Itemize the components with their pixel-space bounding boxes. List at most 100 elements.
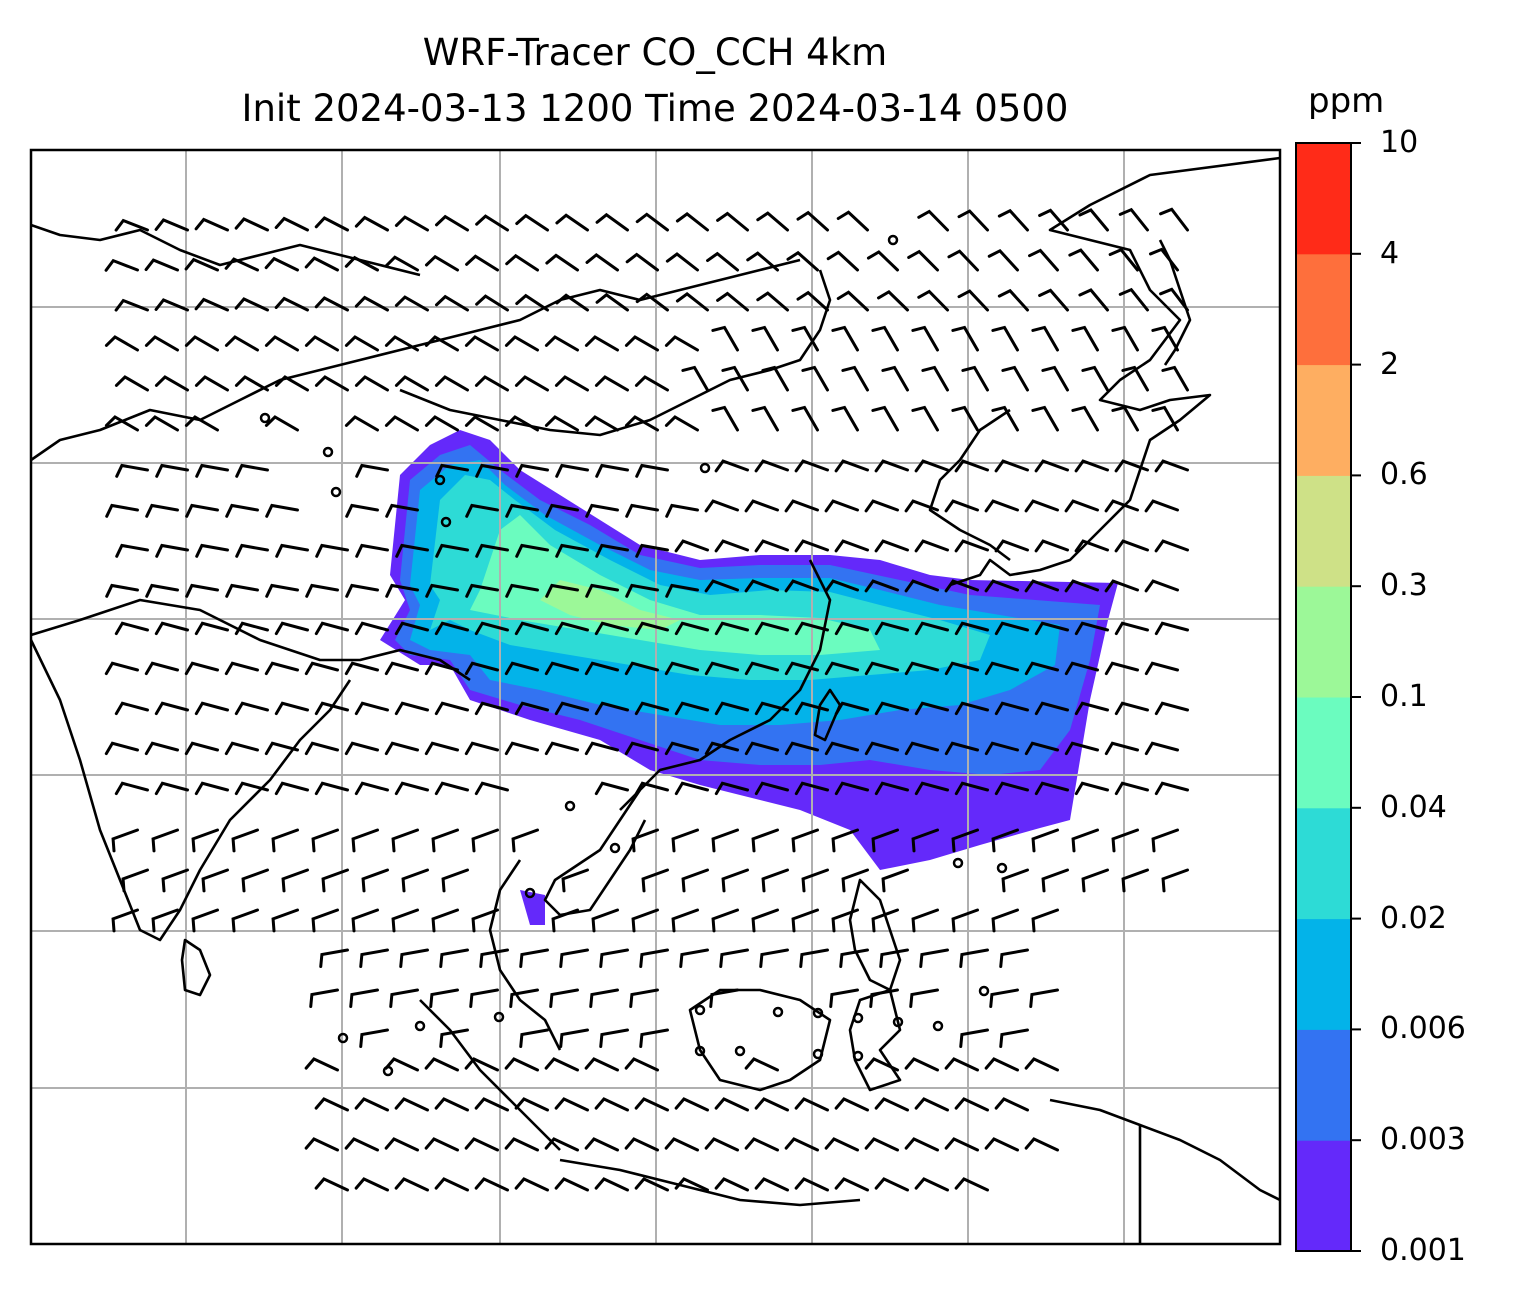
wind-barb bbox=[184, 335, 219, 352]
wind-barb bbox=[624, 415, 659, 432]
wind-barb bbox=[555, 463, 589, 478]
wind-barb bbox=[871, 828, 899, 853]
wind-barb bbox=[519, 1028, 549, 1048]
colorbar-band bbox=[1296, 1140, 1351, 1252]
wind-barb bbox=[314, 621, 349, 636]
wind-barb bbox=[714, 459, 749, 473]
wind-barb bbox=[716, 291, 749, 312]
wind-barb bbox=[744, 579, 779, 593]
wind-barb bbox=[114, 218, 149, 232]
wind-barb bbox=[874, 1097, 909, 1112]
wind-barb bbox=[801, 365, 829, 392]
wind-barb bbox=[555, 543, 589, 558]
wind-barb bbox=[231, 908, 259, 933]
wind-barb bbox=[841, 365, 869, 392]
wind-barb bbox=[997, 288, 1029, 312]
wind-barb bbox=[274, 621, 309, 636]
wind-barb bbox=[464, 1057, 499, 1072]
wind-barb bbox=[951, 405, 979, 432]
wind-barb bbox=[984, 579, 1019, 593]
wind-barb bbox=[917, 209, 949, 232]
wind-barb bbox=[904, 1057, 939, 1072]
wind-barb bbox=[591, 908, 619, 933]
wind-barb bbox=[464, 1137, 499, 1152]
wind-barb bbox=[944, 741, 979, 756]
wind-barb bbox=[431, 908, 459, 933]
wind-barb bbox=[1121, 365, 1149, 392]
wind-barb bbox=[554, 701, 589, 716]
colorbar-tick-label: 0.006 bbox=[1380, 1011, 1466, 1047]
wind-barb bbox=[231, 828, 259, 853]
wind-barb bbox=[1034, 701, 1069, 716]
wind-barb bbox=[515, 293, 549, 312]
wind-barb bbox=[194, 781, 229, 796]
wind-barb bbox=[505, 583, 539, 598]
wind-barb bbox=[104, 258, 139, 272]
wind-barb bbox=[235, 543, 269, 558]
calm-wind-marker bbox=[772, 1006, 784, 1018]
wind-barb bbox=[834, 1097, 869, 1112]
wind-barb bbox=[1001, 868, 1029, 893]
wind-barb bbox=[784, 741, 819, 756]
wind-barb bbox=[991, 405, 1019, 432]
wind-barb bbox=[675, 212, 709, 232]
wind-barb bbox=[265, 503, 299, 518]
wind-barb bbox=[1159, 287, 1189, 312]
wind-barb bbox=[664, 1137, 699, 1152]
wind-barb bbox=[999, 1028, 1029, 1048]
wind-barb bbox=[874, 781, 909, 796]
coastline-sumatra bbox=[419, 999, 561, 1151]
wind-barb bbox=[1029, 988, 1059, 1008]
wind-barb bbox=[794, 781, 829, 796]
wind-barb bbox=[704, 661, 739, 676]
wind-barb bbox=[105, 503, 139, 518]
wind-barb bbox=[864, 579, 899, 593]
wind-barb bbox=[711, 908, 739, 933]
wind-barb bbox=[234, 621, 269, 636]
wind-barb bbox=[674, 701, 709, 716]
colorbar-band bbox=[1296, 143, 1351, 255]
wind-barb bbox=[909, 988, 939, 1008]
wind-barb bbox=[681, 365, 709, 392]
wind-barb bbox=[544, 335, 579, 352]
wind-barb bbox=[1114, 781, 1149, 796]
wind-barb bbox=[314, 216, 349, 232]
wind-barb bbox=[274, 781, 309, 796]
wind-barb bbox=[1071, 325, 1099, 352]
wind-barb bbox=[1031, 908, 1059, 933]
wind-barb bbox=[671, 908, 699, 933]
wind-barb bbox=[434, 1097, 469, 1112]
wind-barb bbox=[424, 741, 459, 756]
colorbar-units-label: ppm bbox=[1308, 81, 1385, 121]
wind-barb bbox=[794, 459, 829, 473]
wind-barb bbox=[361, 868, 389, 893]
wind-barb bbox=[475, 463, 509, 478]
wind-barb bbox=[914, 1177, 949, 1192]
wind-barb bbox=[1064, 661, 1099, 676]
wind-barb bbox=[719, 948, 749, 968]
wind-barb bbox=[115, 543, 149, 558]
wind-barb bbox=[1154, 781, 1189, 796]
wind-barb bbox=[994, 1097, 1029, 1112]
wind-barb bbox=[1111, 828, 1139, 853]
wind-barb bbox=[634, 375, 669, 392]
wind-barb bbox=[504, 1057, 539, 1072]
wind-barb bbox=[314, 1177, 349, 1192]
wind-barb bbox=[991, 828, 1019, 853]
wind-barb bbox=[504, 661, 539, 676]
wind-barb bbox=[1114, 701, 1149, 716]
wind-barb bbox=[584, 1057, 619, 1072]
wind-barb bbox=[264, 661, 299, 676]
wind-barb bbox=[1161, 365, 1189, 392]
wind-barb bbox=[714, 781, 749, 796]
wind-barb bbox=[515, 213, 549, 232]
wind-barb bbox=[224, 661, 259, 676]
wind-barb bbox=[475, 294, 509, 312]
wind-barb bbox=[704, 1137, 739, 1152]
wind-barb bbox=[841, 868, 869, 893]
wind-barb bbox=[664, 415, 699, 432]
wind-barb bbox=[1111, 325, 1139, 352]
plume-level-6 bbox=[540, 580, 680, 630]
colorbar-tick-label: 0.3 bbox=[1380, 568, 1428, 604]
